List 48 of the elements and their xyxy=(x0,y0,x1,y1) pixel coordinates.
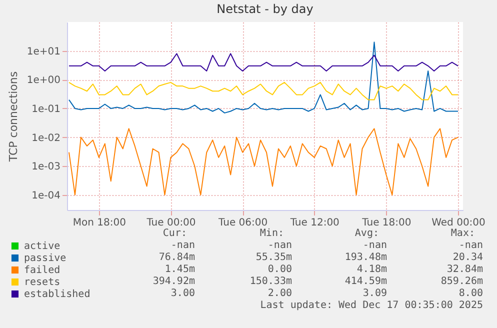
x-tick-label: Tue 06:00 xyxy=(218,218,268,228)
x-tick-label: Tue 18:00 xyxy=(361,218,412,228)
text: Avg: xyxy=(354,228,379,240)
chart-title: Netstat - by day xyxy=(216,2,314,16)
x-tick-label: Tue 12:00 xyxy=(289,218,340,228)
text: 55.35m xyxy=(256,252,292,264)
text: 76.84m xyxy=(158,252,195,264)
text: 2.00 xyxy=(268,288,292,300)
text: -nan xyxy=(268,240,292,252)
x-tick-label: Mon 18:00 xyxy=(72,218,126,228)
legend-label: resets xyxy=(24,277,60,288)
y-tick-label: 1e-03 xyxy=(32,162,60,173)
x-tick-label: Tue 00:00 xyxy=(146,218,196,228)
legend-label: active xyxy=(24,241,60,252)
y-tick-label: 1e-01 xyxy=(32,104,60,115)
text: 8.00 xyxy=(458,288,483,300)
text: -nan xyxy=(458,240,483,252)
text: -nan xyxy=(170,240,195,252)
y-tick-label: 1e+00 xyxy=(26,75,60,86)
text: Last update: Wed Dec 17 00:35:00 2025 xyxy=(260,300,483,312)
legend-label: passive xyxy=(24,253,66,264)
line-series xyxy=(68,42,459,114)
text: 394.92m xyxy=(152,276,195,288)
text: 0.00 xyxy=(268,264,292,276)
x-tick-label: Wed 00:00 xyxy=(432,218,486,228)
line-series xyxy=(68,53,459,72)
text: 32.84m xyxy=(446,264,483,276)
text: 859.26m xyxy=(440,276,483,288)
text: Cur: xyxy=(162,228,187,240)
text: 3.09 xyxy=(362,288,387,300)
text: 150.33m xyxy=(250,276,292,288)
text: Max: xyxy=(450,228,475,240)
y-tick-label: 1e+01 xyxy=(26,46,60,58)
text: 414.59m xyxy=(344,276,387,288)
text: Min: xyxy=(260,228,284,240)
text: 4.18m xyxy=(356,264,387,276)
y-axis-title: TCP connections xyxy=(6,71,20,163)
y-tick-label: 1e-04 xyxy=(32,190,60,202)
text: 1.45m xyxy=(164,264,195,276)
legend-label: established xyxy=(24,289,90,300)
text: 3.00 xyxy=(170,288,195,300)
line-series xyxy=(68,128,459,196)
text: -nan xyxy=(362,240,387,252)
text: 20.34 xyxy=(452,252,483,264)
y-tick-label: 1e-02 xyxy=(32,132,60,144)
legend-label: failed xyxy=(24,265,60,276)
line-series xyxy=(68,82,459,100)
text: 193.48m xyxy=(344,252,387,264)
